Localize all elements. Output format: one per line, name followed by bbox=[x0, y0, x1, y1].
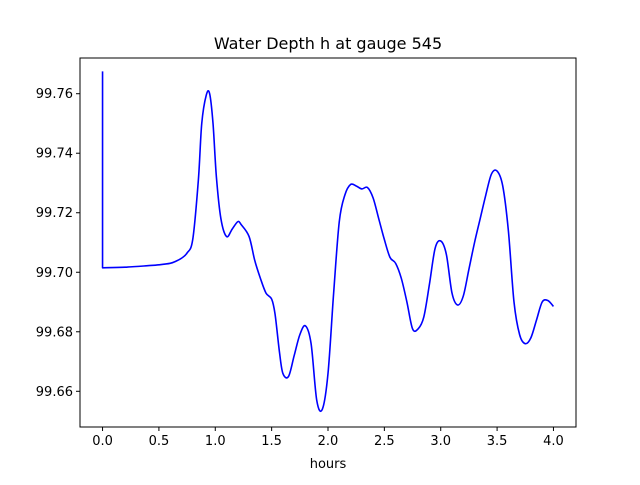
chart-title: Water Depth h at gauge 545 bbox=[214, 34, 442, 53]
axes-frame bbox=[79, 57, 577, 428]
x-tick-label: 2.0 bbox=[318, 434, 339, 449]
x-axis: 0.0 0.5 1.0 1.5 2.0 2.5 3.0 3.5 4.0 bbox=[92, 427, 564, 449]
y-axis: 99.66 99.68 99.70 99.72 99.74 99.76 bbox=[36, 87, 80, 400]
y-tick-label: 99.70 bbox=[36, 266, 73, 281]
y-tick-label: 99.74 bbox=[36, 147, 73, 162]
x-tick-label: 1.5 bbox=[261, 434, 282, 449]
x-tick-label: 2.5 bbox=[374, 434, 395, 449]
y-tick-label: 99.76 bbox=[36, 87, 73, 102]
series-line bbox=[101, 71, 555, 412]
x-tick-label: 4.0 bbox=[543, 434, 564, 449]
y-tick-label: 99.66 bbox=[36, 385, 73, 400]
y-tick-label: 99.72 bbox=[36, 206, 73, 221]
x-tick-label: 0.5 bbox=[149, 434, 170, 449]
x-axis-label: hours bbox=[310, 457, 347, 472]
y-tick-label: 99.68 bbox=[36, 325, 73, 340]
x-tick-label: 1.0 bbox=[205, 434, 226, 449]
x-tick-label: 0.0 bbox=[92, 434, 113, 449]
x-tick-label: 3.5 bbox=[487, 434, 508, 449]
plot-area bbox=[101, 71, 555, 412]
x-tick-label: 3.0 bbox=[430, 434, 451, 449]
